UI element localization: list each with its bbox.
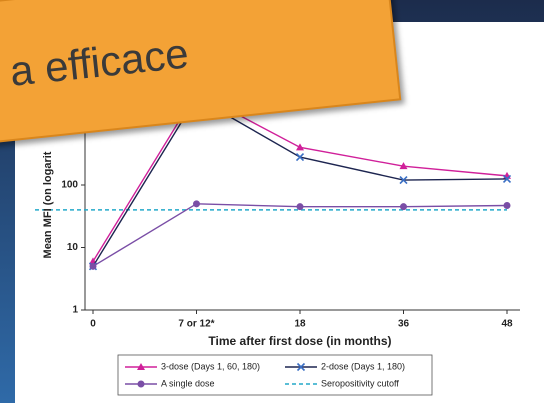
plot: 1 10 100 0 7 or 12* 18 36 48	[35, 60, 520, 330]
y-tick-label: 1	[72, 305, 78, 316]
marker	[399, 175, 408, 185]
marker	[400, 203, 407, 211]
marker	[503, 201, 511, 209]
y-tick-label: 10	[67, 242, 79, 253]
marker	[137, 363, 145, 370]
x-tick-label: 18	[294, 319, 306, 330]
marker	[502, 174, 512, 184]
x-tick-label: 0	[90, 319, 96, 330]
legend: 3-dose (Days 1, 60, 180) 2-dose (Days 1, …	[125, 361, 405, 388]
x-tick-label: 48	[501, 319, 513, 330]
marker	[296, 143, 304, 151]
x-tick-label: 36	[398, 319, 410, 330]
legend-box	[117, 354, 433, 396]
banner-shape	[0, 0, 402, 146]
marker	[296, 203, 304, 211]
marker	[193, 200, 200, 208]
legend-label: A single dose	[161, 378, 215, 388]
banner: a efficace	[0, 0, 402, 146]
marker	[137, 380, 145, 388]
marker	[296, 362, 306, 372]
marker	[295, 152, 305, 162]
marker	[399, 162, 408, 170]
y-tick-label: 100	[61, 180, 78, 191]
x-tick-label: 7 or 12*	[178, 319, 214, 330]
marker	[89, 262, 97, 270]
x-axis-title: Time after first dose (in months)	[208, 334, 391, 348]
legend-label: 3-dose (Days 1, 60, 180)	[161, 361, 260, 371]
y-axis-title: Mean MFI (on logarit	[42, 151, 54, 258]
legend-label: 2-dose (Days 1, 180)	[321, 361, 405, 371]
legend-label: Seropositivity cutoff	[321, 378, 399, 388]
